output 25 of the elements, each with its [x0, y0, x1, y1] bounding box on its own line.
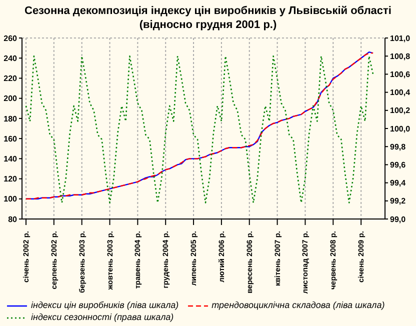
y-tick-label: 140 [4, 154, 18, 164]
y2-tick-label: 99,4 [390, 178, 406, 188]
y-tick-label: 160 [4, 134, 18, 144]
legend-label: індекси сезонності (права шкала) [30, 312, 174, 322]
y-tick-label: 180 [4, 114, 18, 124]
chart-title: Сезонна декомпозиція індексу цін виробників у Львівській області (відносно грудня 2001 р.) [24, 4, 392, 33]
y-tick-label: 120 [4, 174, 18, 184]
y2-tick-label: 100,8 [390, 52, 411, 61]
y-tick-label: 260 [4, 34, 18, 43]
y-tick-label: 80 [8, 214, 18, 224]
y2-tick-label: 99,2 [390, 196, 406, 206]
y2-tick-label: 99,8 [390, 142, 406, 152]
y2-tick-label: 99,6 [390, 160, 406, 170]
y-tick-label: 220 [4, 74, 18, 84]
y-tick-label: 200 [4, 94, 18, 104]
y2-tick-label: 100,2 [390, 106, 411, 116]
y2-tick-label: 101,0 [390, 34, 411, 43]
y2-tick-label: 100,6 [390, 70, 411, 80]
y2-tick-label: 100,4 [390, 88, 411, 98]
legend-label: індекси цін виробників (ліва шкала) [30, 300, 179, 310]
y2-tick-label: 100,0 [390, 124, 411, 134]
y-tick-label: 100 [4, 194, 18, 204]
legend-label: трендовоциклічна складова (ліва шкала) [210, 300, 385, 310]
y-tick-label: 240 [4, 54, 18, 63]
y2-tick-label: 99,0 [390, 214, 406, 224]
